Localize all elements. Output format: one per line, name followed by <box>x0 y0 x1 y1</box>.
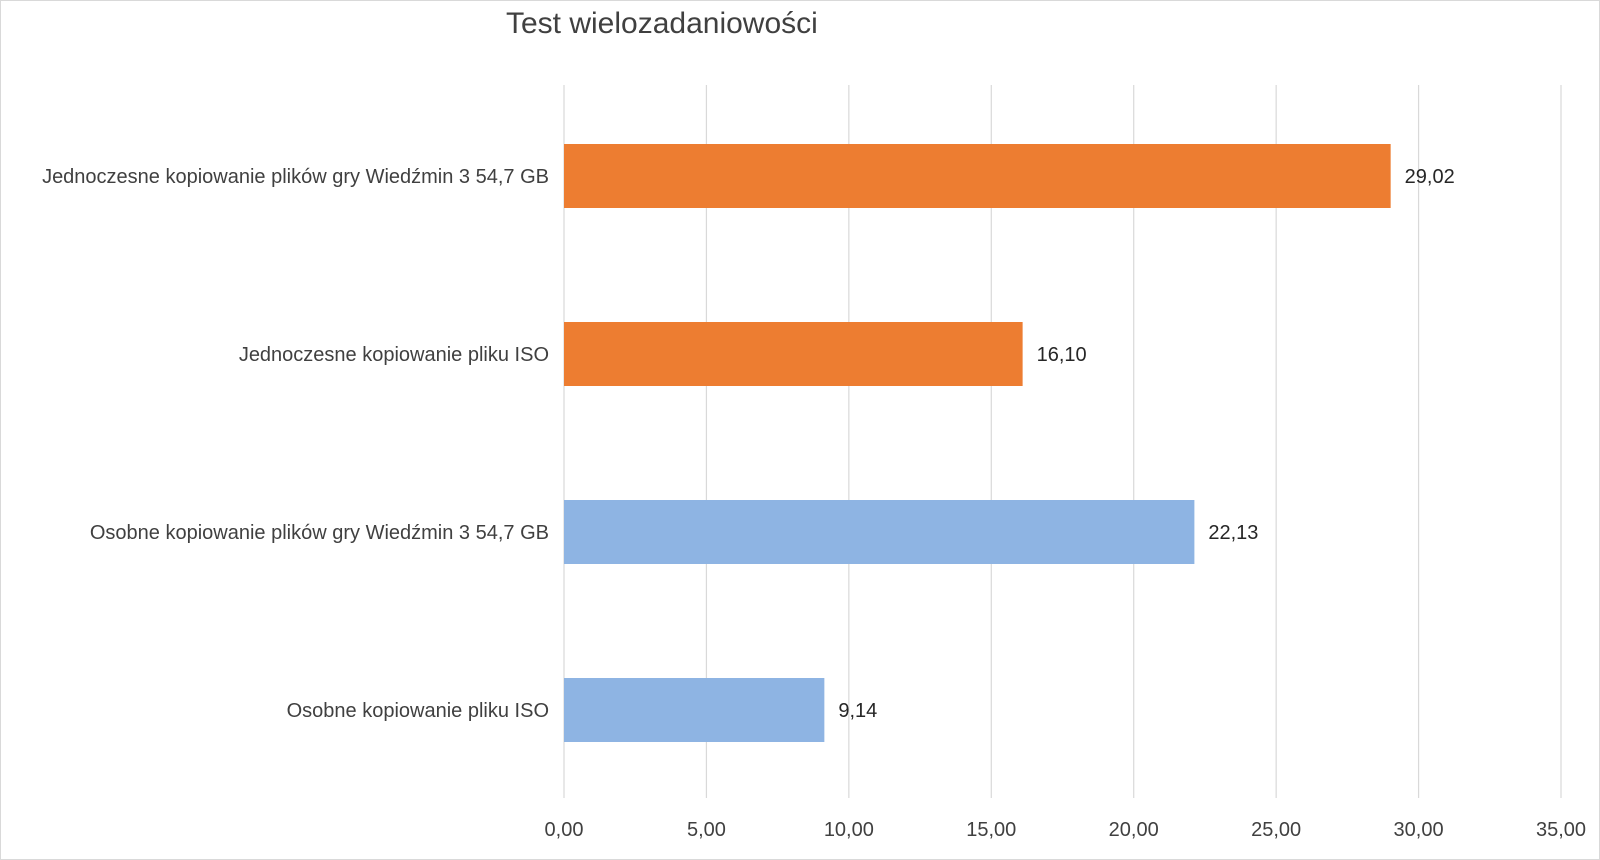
x-tick-label: 0,00 <box>545 819 584 841</box>
bar <box>564 500 1195 564</box>
data-label: 16,10 <box>1037 344 1087 366</box>
category-label: Jednoczesne kopiowanie pliku ISO <box>239 344 549 366</box>
x-axis-tick-labels: 0,00 5,00 10,00 15,00 20,00 25,00 30,00 35,00 <box>545 819 1587 841</box>
category-label: Osobne kopiowanie pliku ISO <box>287 700 549 722</box>
category-label: Osobne kopiowanie plików gry Wiedźmin 3 … <box>90 522 549 544</box>
category-label: Jednoczesne kopiowanie plików gry Wiedźm… <box>42 166 549 188</box>
chart-title: Test wielozadaniowości <box>506 7 818 40</box>
category-labels: Jednoczesne kopiowanie plików gry Wiedźm… <box>42 166 549 722</box>
bars <box>564 144 1391 742</box>
x-tick-label: 15,00 <box>966 819 1016 841</box>
x-tick-label: 30,00 <box>1394 819 1444 841</box>
x-tick-label: 20,00 <box>1109 819 1159 841</box>
x-tick-label: 35,00 <box>1536 819 1586 841</box>
data-label: 22,13 <box>1208 522 1258 544</box>
bar <box>564 144 1391 208</box>
x-tick-label: 25,00 <box>1251 819 1301 841</box>
data-labels: 29,02 16,10 22,13 9,14 <box>838 166 1454 722</box>
bar <box>564 322 1023 386</box>
x-tick-label: 5,00 <box>687 819 726 841</box>
data-label: 9,14 <box>838 700 877 722</box>
data-label: 29,02 <box>1405 166 1455 188</box>
bar <box>564 678 825 742</box>
x-tick-label: 10,00 <box>824 819 874 841</box>
